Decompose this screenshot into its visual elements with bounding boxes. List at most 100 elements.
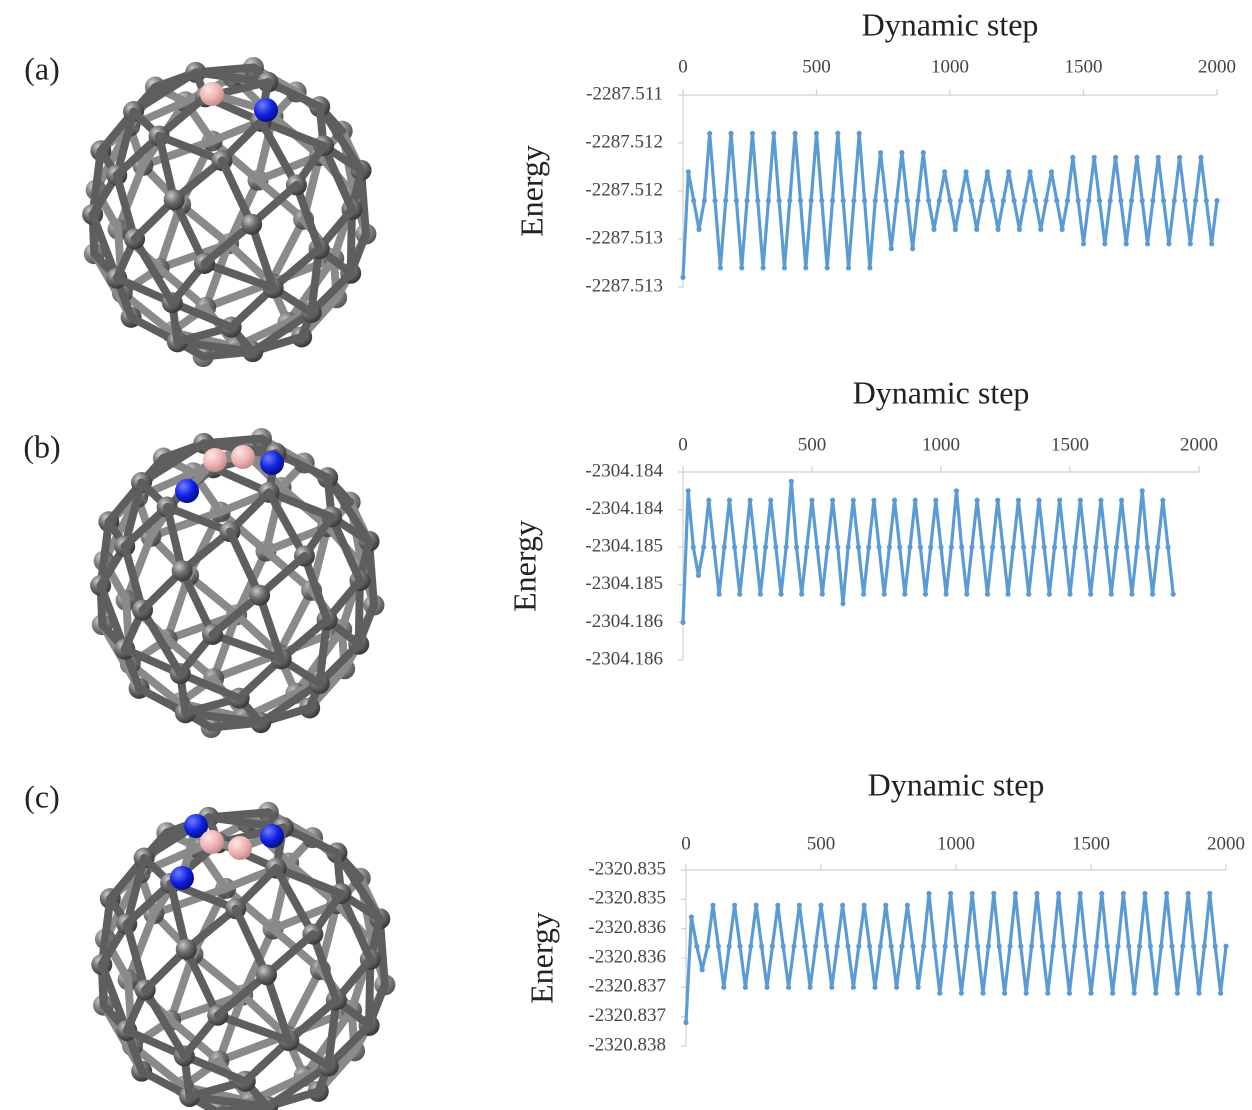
data-point (1088, 991, 1093, 996)
data-point (878, 944, 883, 949)
y-tick-label: -2287.513 (585, 275, 663, 296)
data-point (1011, 545, 1016, 550)
data-point (975, 944, 980, 949)
data-point (953, 227, 958, 232)
atom (175, 479, 199, 503)
data-point (958, 198, 963, 203)
x-tick-label: 1500 (1072, 833, 1110, 854)
data-point (1078, 498, 1083, 503)
data-point (748, 944, 753, 949)
data-point (948, 891, 953, 896)
y-tick-label: -2320.837 (588, 1005, 666, 1026)
data-point (905, 198, 910, 203)
data-point (808, 985, 813, 990)
data-point (1006, 169, 1011, 174)
data-point (1153, 991, 1158, 996)
data-point (932, 944, 937, 949)
panel-label: (b) (23, 428, 60, 464)
data-point (782, 265, 787, 270)
data-point (986, 944, 991, 949)
data-point (1016, 498, 1021, 503)
data-point (878, 150, 883, 155)
data-point (770, 944, 775, 949)
data-point (696, 573, 701, 578)
data-point (830, 198, 835, 203)
data-point (819, 198, 824, 203)
data-point (1026, 592, 1031, 597)
data-point (1140, 198, 1145, 203)
data-point (1088, 592, 1093, 597)
atom (176, 939, 197, 960)
data-point (1165, 545, 1170, 550)
data-point (766, 198, 771, 203)
atom (256, 964, 277, 985)
data-point (866, 545, 871, 550)
data-point (791, 944, 796, 949)
y-tick-label: -2287.512 (585, 179, 663, 200)
data-point (1099, 891, 1104, 896)
data-point (1097, 198, 1102, 203)
y-tick-label: -2304.186 (585, 648, 663, 669)
data-point (997, 944, 1002, 949)
data-point (1034, 891, 1039, 896)
data-point (1180, 944, 1185, 949)
data-line (686, 893, 1226, 1022)
data-point (1114, 545, 1119, 550)
data-point (1204, 198, 1209, 203)
data-point (889, 246, 894, 251)
x-tick-label: 2000 (1198, 56, 1236, 77)
atom (231, 445, 255, 469)
x-tick-label: 2000 (1180, 434, 1218, 455)
data-point (899, 944, 904, 949)
data-point (894, 985, 899, 990)
data-point (894, 198, 899, 203)
data-point (1186, 891, 1191, 896)
data-point (899, 150, 904, 155)
chart-title: Dynamic step (868, 766, 1045, 802)
data-point (840, 601, 845, 606)
data-point (1214, 198, 1219, 203)
data-point (802, 944, 807, 949)
data-point (1036, 498, 1041, 503)
data-point (923, 592, 928, 597)
data-point (809, 498, 814, 503)
data-point (1033, 198, 1038, 203)
y-tick-label: -2287.511 (586, 83, 663, 104)
data-point (1067, 592, 1072, 597)
atom (260, 451, 284, 475)
data-point (696, 227, 701, 232)
atom (200, 82, 224, 106)
data-point (1102, 241, 1107, 246)
data-point (683, 1020, 688, 1025)
data-point (980, 991, 985, 996)
atom (254, 98, 278, 122)
y-tick-label: -2320.835 (588, 858, 666, 879)
data-point (799, 592, 804, 597)
x-tick-label: 1000 (937, 833, 975, 854)
data-point (814, 131, 819, 136)
y-tick-label: -2320.836 (588, 946, 666, 967)
data-point (851, 985, 856, 990)
data-point (777, 198, 782, 203)
data-point (1223, 944, 1228, 949)
data-point (1065, 198, 1070, 203)
data-point (705, 944, 710, 949)
data-point (856, 944, 861, 949)
data-point (947, 198, 952, 203)
data-point (876, 545, 881, 550)
data-point (728, 131, 733, 136)
data-point (686, 488, 691, 493)
data-point (1072, 944, 1077, 949)
data-point (1029, 944, 1034, 949)
data-point (1044, 198, 1049, 203)
data-point (691, 198, 696, 203)
data-point (985, 169, 990, 174)
data-point (1007, 944, 1012, 949)
data-point (918, 545, 923, 550)
data-point (825, 545, 830, 550)
x-tick-label: 1000 (922, 434, 960, 455)
data-point (933, 498, 938, 503)
data-point (761, 265, 766, 270)
data-point (1011, 198, 1016, 203)
x-tick-label: 500 (802, 56, 831, 77)
